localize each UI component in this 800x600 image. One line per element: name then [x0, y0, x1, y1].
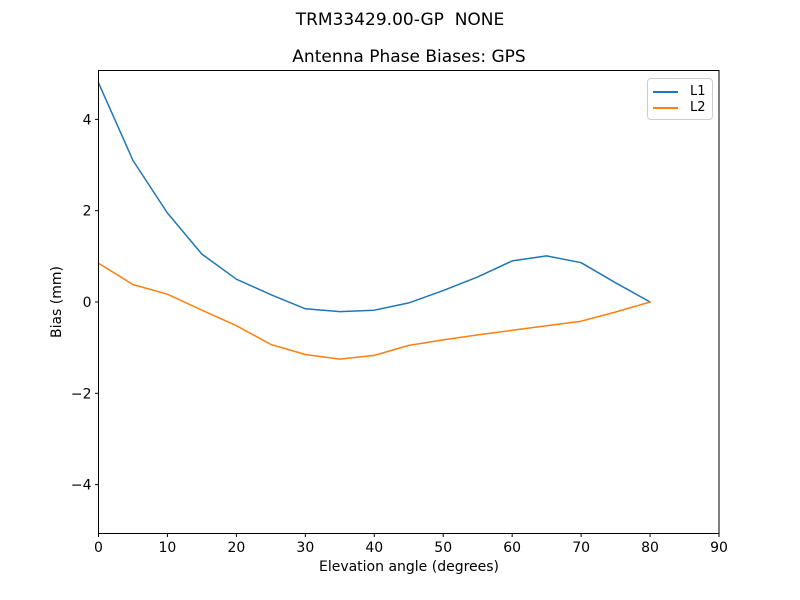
- legend-label-l2: L2: [690, 100, 706, 115]
- x-tick-label: 10: [159, 540, 177, 556]
- x-tick-label: 70: [572, 540, 590, 556]
- legend-label-l1: L1: [690, 84, 706, 99]
- x-tick-label: 0: [94, 540, 103, 556]
- x-tick-label: 80: [641, 540, 659, 556]
- figure-title: TRM33429.00-GP NONE: [295, 10, 505, 30]
- y-tick-label: 4: [83, 112, 92, 128]
- y-tick-label: 0: [83, 295, 92, 311]
- x-tick-label: 50: [434, 540, 452, 556]
- x-tick-label: 30: [296, 540, 314, 556]
- axes-spines: [98, 70, 720, 534]
- l1-line-swatch: [653, 91, 678, 93]
- legend: L1 L2: [647, 78, 713, 120]
- series-line-l2: [97, 262, 651, 360]
- series-line-l1: [97, 82, 651, 313]
- legend-item-l1: L1: [653, 84, 712, 100]
- x-axis-label: Elevation angle (degrees): [318, 559, 500, 575]
- x-tick-label: 90: [710, 540, 728, 556]
- y-tick-label: 2: [83, 204, 92, 220]
- axes-title: Antenna Phase Biases: GPS: [292, 47, 526, 67]
- y-tick-label: −2: [71, 386, 92, 402]
- y-axis-label: Bias (mm): [49, 265, 65, 339]
- l2-line-swatch: [653, 107, 678, 109]
- legend-item-l2: L2: [653, 100, 712, 116]
- x-tick-label: 20: [227, 540, 245, 556]
- y-tick-label: −4: [71, 478, 92, 494]
- x-tick-label: 40: [365, 540, 383, 556]
- x-tick-label: 60: [503, 540, 521, 556]
